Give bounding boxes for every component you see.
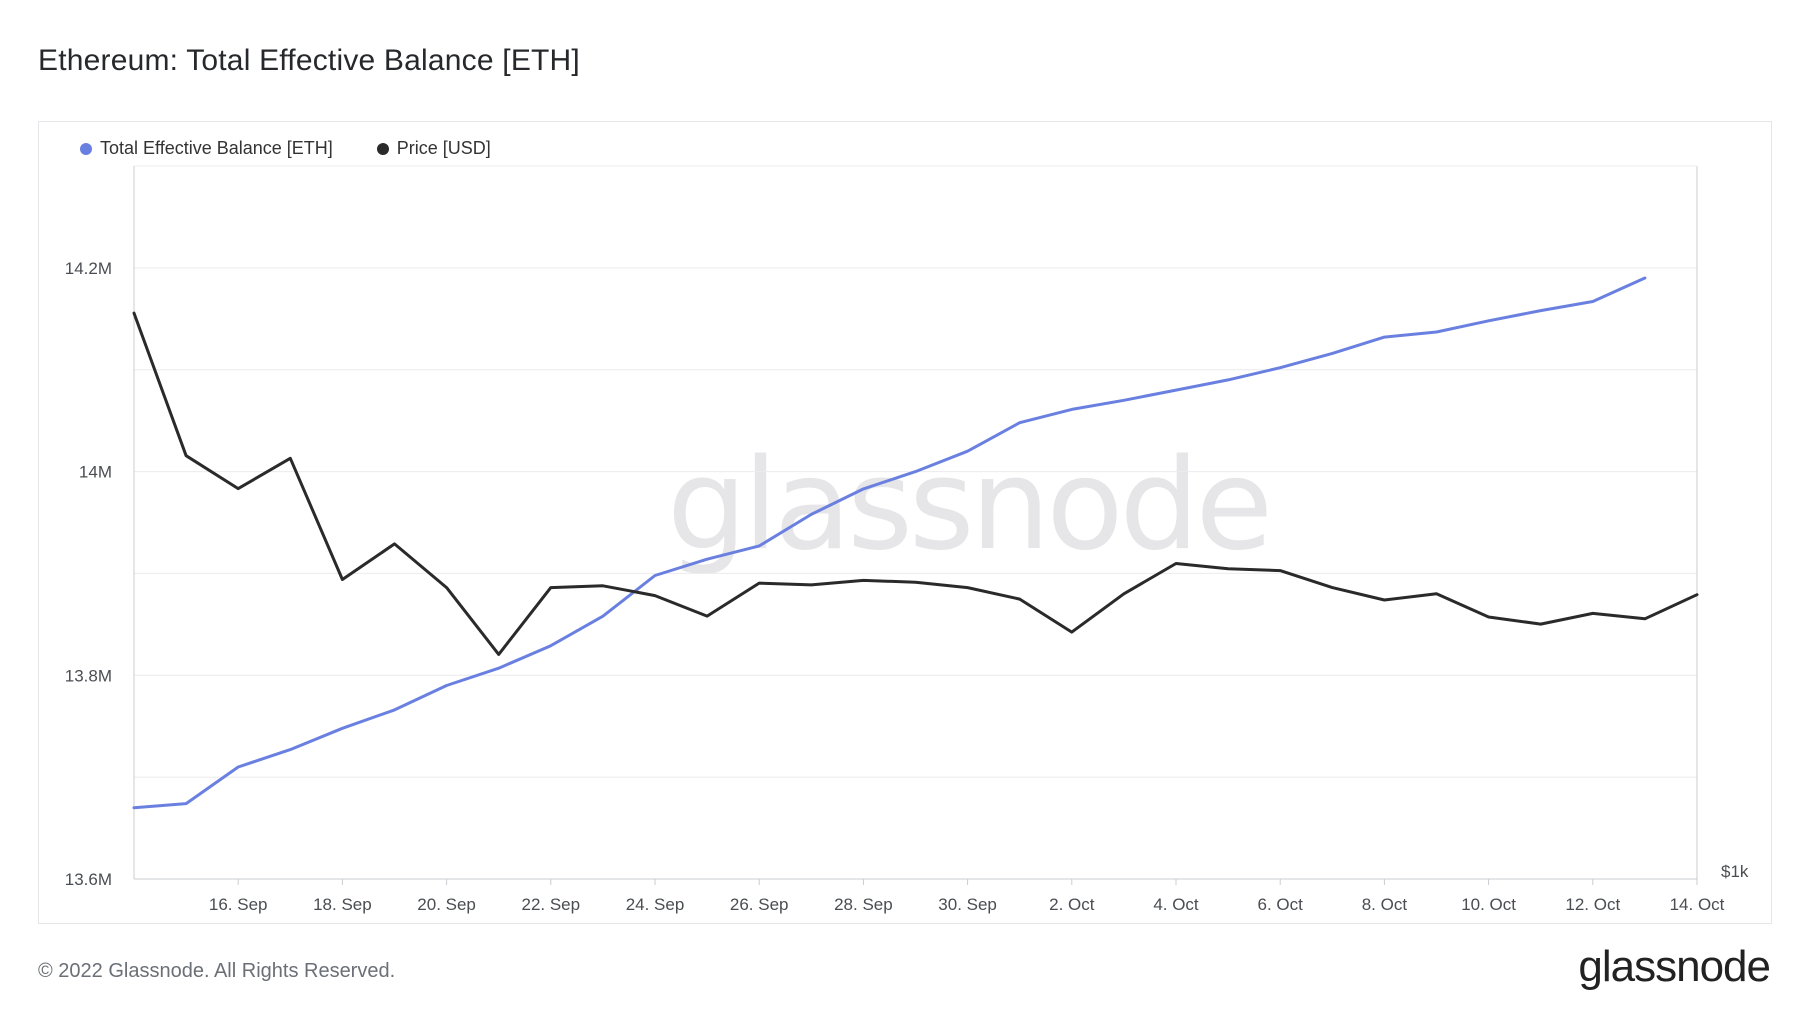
x-tick-label: 18. Sep [313, 895, 372, 914]
x-tick-label: 30. Sep [938, 895, 997, 914]
x-tick-label: 6. Oct [1258, 895, 1304, 914]
y-right-tick-label: $1k [1721, 862, 1749, 881]
copyright-text: © 2022 Glassnode. All Rights Reserved. [38, 960, 396, 982]
chart-axes [133, 165, 1698, 880]
y-tick-label: 13.8M [65, 666, 112, 685]
x-tick-label: 28. Sep [834, 895, 893, 914]
legend-item-price[interactable]: Price [USD] [376, 138, 491, 159]
y-axis-ticks: 13.6M 13.8M 14M 14.2M $1k [65, 259, 1749, 889]
y-tick-label: 14.2M [65, 259, 112, 278]
x-tick-label: 8. Oct [1362, 895, 1408, 914]
x-tick-label: 20. Sep [417, 895, 476, 914]
legend-dot-icon [376, 142, 389, 155]
legend-label-balance: Total Effective Balance [ETH] [100, 138, 333, 158]
legend-label-price: Price [USD] [396, 138, 491, 158]
y-tick-label: 13.6M [65, 870, 112, 889]
x-tick-label: 14. Oct [1670, 895, 1725, 914]
watermark-text: glassnode [667, 431, 1269, 578]
x-tick-label: 10. Oct [1461, 895, 1516, 914]
glassnode-logo: glassnode [1578, 942, 1771, 991]
x-tick-label: 22. Sep [521, 895, 580, 914]
x-tick-label: 24. Sep [626, 895, 685, 914]
x-tick-label: 2. Oct [1049, 895, 1095, 914]
y-tick-label: 14M [79, 463, 112, 482]
x-axis-ticks: 16. Sep 18. Sep 20. Sep 22. Sep 24. Sep 26. S… [209, 879, 1725, 914]
chart-legend: Total Effective Balance [ETH] Price [USD… [80, 138, 491, 159]
balance-series-line [132, 276, 1647, 810]
x-tick-label: 16. Sep [209, 895, 268, 914]
x-tick-label: 4. Oct [1153, 895, 1199, 914]
x-tick-label: 26. Sep [730, 895, 789, 914]
chart-panel [38, 121, 1772, 924]
x-tick-label: 12. Oct [1565, 895, 1620, 914]
page-title: Ethereum: Total Effective Balance [ETH] [38, 44, 580, 77]
series-layer [132, 276, 1699, 810]
legend-dot-icon [80, 142, 92, 155]
price-series-line [132, 311, 1699, 656]
legend-item-balance[interactable]: Total Effective Balance [ETH] [80, 138, 333, 159]
